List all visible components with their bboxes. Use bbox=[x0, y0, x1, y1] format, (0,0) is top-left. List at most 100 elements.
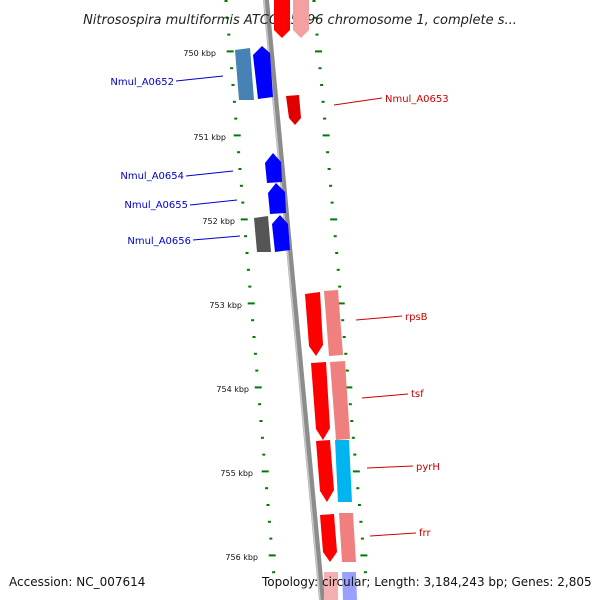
tick-label-751: 751 kbp bbox=[193, 133, 226, 142]
left-tick-3 bbox=[226, 50, 234, 53]
left-tick-8 bbox=[233, 134, 241, 137]
right-tick-3 bbox=[315, 50, 322, 53]
gene-block-bottom-pink[interactable] bbox=[324, 572, 338, 600]
gene-block-steelblue[interactable] bbox=[235, 48, 254, 100]
right-tick-10 bbox=[327, 168, 331, 170]
right-tick-7 bbox=[323, 117, 327, 120]
leader-frr bbox=[369, 532, 417, 537]
label-tsf[interactable]: tsf bbox=[411, 389, 424, 400]
label-frr[interactable]: frr bbox=[419, 528, 431, 539]
right-tick-34 bbox=[363, 571, 367, 574]
leader-Nmul_A0653 bbox=[333, 97, 383, 106]
gene-block-bottom-blue[interactable] bbox=[342, 572, 357, 600]
right-tick-29 bbox=[356, 487, 360, 490]
label-Nmul_A0653[interactable]: Nmul_A0653 bbox=[385, 94, 449, 105]
gene-arrow-Nmul_A0653[interactable] bbox=[286, 95, 301, 125]
left-tick-12 bbox=[241, 201, 245, 204]
label-rpsB[interactable]: rpsB bbox=[405, 312, 428, 323]
left-tick-31 bbox=[267, 520, 271, 523]
gene-arrow-Nmul_A0652[interactable] bbox=[253, 46, 273, 99]
tick-label-753: 753 kbp bbox=[209, 301, 242, 310]
label-Nmul_A0655[interactable]: Nmul_A0655 bbox=[124, 200, 188, 211]
label-pyrH[interactable]: pyrH bbox=[416, 462, 440, 473]
right-tick-18 bbox=[337, 302, 345, 305]
gene-block-rpsB-partner[interactable] bbox=[324, 290, 343, 356]
right-tick-21 bbox=[344, 352, 348, 355]
right-tick-0 bbox=[312, 0, 316, 2]
left-tick-34 bbox=[272, 571, 276, 574]
gene-arrow-rpsB[interactable] bbox=[305, 292, 323, 356]
gene-block-frr-partner[interactable] bbox=[339, 513, 356, 562]
right-tick-17 bbox=[338, 285, 342, 288]
right-tick-15 bbox=[335, 252, 339, 254]
leader-rpsB bbox=[355, 315, 403, 321]
left-tick-13 bbox=[240, 218, 248, 221]
left-tick-21 bbox=[253, 352, 257, 355]
right-tick-9 bbox=[326, 151, 330, 154]
gene-arrow-Nmul_A0655[interactable] bbox=[268, 183, 286, 214]
gene-arrow-Nmul_A0654[interactable] bbox=[265, 153, 282, 183]
leader-Nmul_A0655 bbox=[189, 199, 238, 206]
left-tick-16 bbox=[246, 268, 250, 271]
left-tick-19 bbox=[251, 319, 255, 322]
right-tick-30 bbox=[357, 504, 361, 506]
leader-Nmul_A0652 bbox=[175, 75, 224, 82]
right-tick-13 bbox=[330, 218, 338, 221]
tick-label-752: 752 kbp bbox=[202, 217, 235, 226]
gene-block-tsf-partner[interactable] bbox=[330, 361, 350, 440]
label-Nmul_A0654[interactable]: Nmul_A0654 bbox=[120, 171, 184, 182]
left-tick-22 bbox=[255, 369, 259, 372]
gene-arrow-Nmul_A0656[interactable] bbox=[272, 215, 290, 252]
left-tick-28 bbox=[261, 470, 269, 473]
gene-block-pyrH-partner[interactable] bbox=[335, 440, 352, 502]
gene-arrow-pyrH[interactable] bbox=[316, 440, 334, 502]
right-tick-28 bbox=[352, 470, 360, 473]
right-tick-25 bbox=[350, 420, 354, 422]
gene-block-gray[interactable] bbox=[254, 216, 271, 252]
left-tick-30 bbox=[266, 504, 270, 506]
gene-arrow-tsf[interactable] bbox=[311, 362, 330, 440]
label-Nmul_A0652[interactable]: Nmul_A0652 bbox=[110, 77, 174, 88]
accession-text: Accession: NC_007614 bbox=[9, 575, 145, 589]
left-tick-7 bbox=[234, 117, 238, 120]
left-tick-9 bbox=[237, 151, 241, 154]
left-tick-0 bbox=[224, 0, 228, 2]
right-tick-5 bbox=[320, 84, 324, 86]
gene-arrow-top-pink[interactable] bbox=[293, 0, 309, 38]
right-tick-12 bbox=[330, 201, 334, 204]
gene-arrow-frr[interactable] bbox=[320, 514, 337, 562]
left-tick-track bbox=[224, 0, 276, 574]
left-tick-27 bbox=[262, 453, 266, 456]
right-tick-6 bbox=[321, 100, 325, 103]
left-tick-14 bbox=[244, 235, 248, 238]
right-tick-32 bbox=[360, 537, 364, 540]
right-tick-track bbox=[312, 0, 368, 574]
left-tick-2 bbox=[227, 33, 231, 36]
right-tick-2 bbox=[315, 33, 319, 36]
left-tick-33 bbox=[268, 554, 276, 557]
right-tick-14 bbox=[333, 235, 337, 238]
leader-pyrH bbox=[366, 465, 414, 469]
topology-text: Topology: circular; Length: 3,184,243 bp… bbox=[261, 575, 592, 589]
right-tick-23 bbox=[345, 386, 353, 389]
left-tick-6 bbox=[232, 100, 236, 103]
leader-tsf bbox=[361, 393, 409, 399]
left-tick-1 bbox=[225, 16, 229, 19]
right-tick-4 bbox=[318, 67, 322, 70]
right-tick-24 bbox=[348, 403, 352, 406]
right-tick-33 bbox=[360, 554, 368, 557]
chromosome-backbone bbox=[263, 0, 325, 600]
tick-label-750: 750 kbp bbox=[183, 49, 216, 58]
left-tick-4 bbox=[230, 67, 234, 70]
left-tick-24 bbox=[258, 403, 262, 406]
gene-arrow-top-red[interactable] bbox=[274, 0, 290, 38]
left-tick-15 bbox=[245, 252, 249, 254]
left-tick-32 bbox=[269, 537, 273, 540]
left-tick-17 bbox=[248, 285, 252, 288]
left-tick-11 bbox=[239, 184, 243, 187]
label-Nmul_A0656[interactable]: Nmul_A0656 bbox=[127, 236, 191, 247]
right-tick-16 bbox=[336, 268, 340, 271]
left-tick-18 bbox=[247, 302, 255, 305]
right-tick-19 bbox=[341, 319, 345, 322]
